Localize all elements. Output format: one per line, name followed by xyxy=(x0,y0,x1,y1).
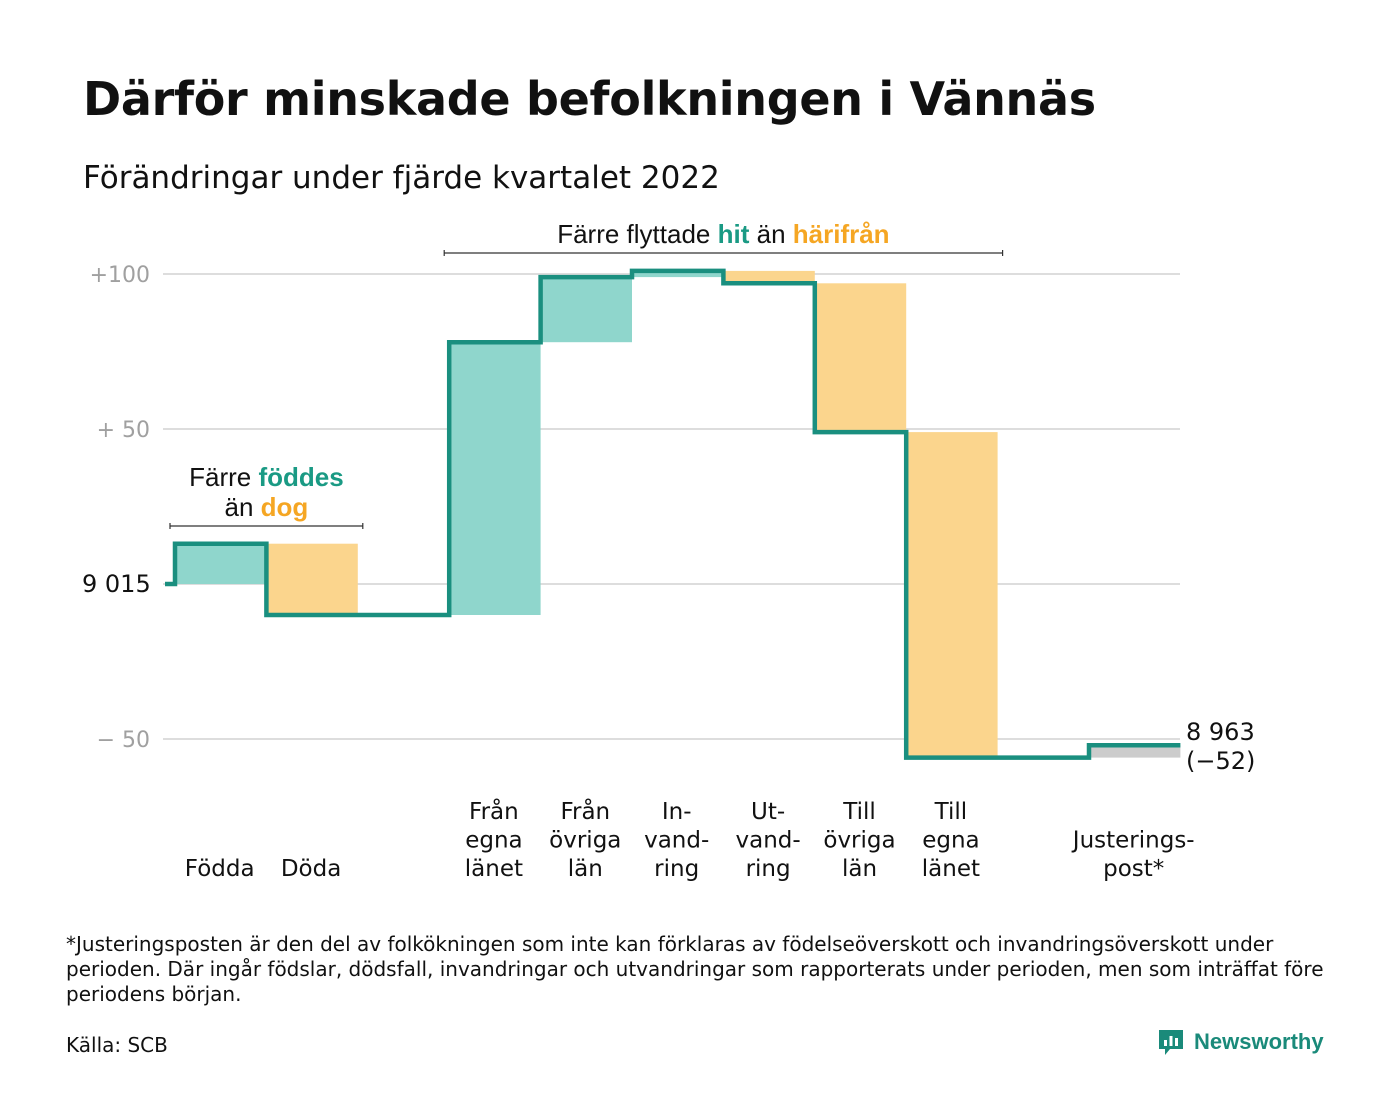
group-annotation-part: hit xyxy=(718,219,750,249)
category-label: Födda xyxy=(185,856,255,882)
chart-subtitle: Förändringar under fjärde kvartalet 2022 xyxy=(83,160,720,196)
category-label: länet xyxy=(465,856,523,882)
bar xyxy=(723,270,815,284)
brand-name: Newsworthy xyxy=(1194,1029,1324,1054)
category-label: Justerings- xyxy=(1071,828,1195,854)
bar xyxy=(906,432,998,758)
category-label: Ut- xyxy=(751,799,785,825)
category-label: post* xyxy=(1103,856,1164,882)
group-annotation-part: Färre xyxy=(189,462,258,492)
bar xyxy=(449,342,541,615)
category-label: vand- xyxy=(644,828,709,854)
bar xyxy=(632,270,724,278)
start-value-label: 9 015 xyxy=(82,570,151,598)
y-tick-label: +100 xyxy=(90,263,150,288)
bar xyxy=(540,277,632,343)
y-tick-label: − 50 xyxy=(97,728,150,753)
category-label: egna xyxy=(922,828,979,854)
category-label: ring xyxy=(654,856,699,882)
bar xyxy=(1089,745,1181,758)
group-annotation-part: Färre flyttade xyxy=(557,219,717,249)
newsworthy-logo-icon xyxy=(1159,1030,1183,1055)
bar xyxy=(175,543,267,584)
category-label: egna xyxy=(465,828,522,854)
group-annotation-part: härifrån xyxy=(793,219,890,249)
category-label: län xyxy=(568,856,603,882)
brand-logo[interactable]: Newsworthy xyxy=(1156,1027,1324,1057)
group-annotation: Färre flyttade hit än härifrån xyxy=(557,219,889,249)
group-annotation: Färre föddes xyxy=(189,462,344,492)
bar xyxy=(814,283,907,433)
category-label: länet xyxy=(922,856,980,882)
category-label: Till xyxy=(934,799,968,825)
category-label: Till xyxy=(842,799,876,825)
footnote: *Justeringsposten är den del av folkökni… xyxy=(66,932,1324,1006)
category-label: ring xyxy=(746,856,791,882)
end-change-label: (−52) xyxy=(1186,747,1255,775)
bar xyxy=(266,543,358,615)
y-tick-label: + 50 xyxy=(97,418,150,443)
group-annotation-part: föddes xyxy=(258,462,343,492)
source: Källa: SCB xyxy=(66,1033,168,1057)
group-annotation-part: än xyxy=(224,492,260,522)
chart-title: Därför minskade befolkningen i Vännäs xyxy=(83,72,1096,126)
category-label: Döda xyxy=(281,856,341,882)
category-label: Från xyxy=(560,797,610,825)
category-label: län xyxy=(842,856,877,882)
waterfall-chart: +100 + 50 − 50 9 015 8 963(−52) Födda Döda Från… xyxy=(82,219,1255,882)
group-annotation: än dog xyxy=(224,492,308,522)
group-annotation-part: dog xyxy=(261,492,309,522)
category-label: vand- xyxy=(736,828,801,854)
running-total-line xyxy=(165,268,1181,760)
group-annotation-part: än xyxy=(749,219,792,249)
category-label: övriga xyxy=(823,828,895,854)
end-value-label: 8 963 xyxy=(1186,718,1255,746)
category-label: övriga xyxy=(549,828,621,854)
category-label: In- xyxy=(662,799,692,825)
category-label: Från xyxy=(469,797,519,825)
